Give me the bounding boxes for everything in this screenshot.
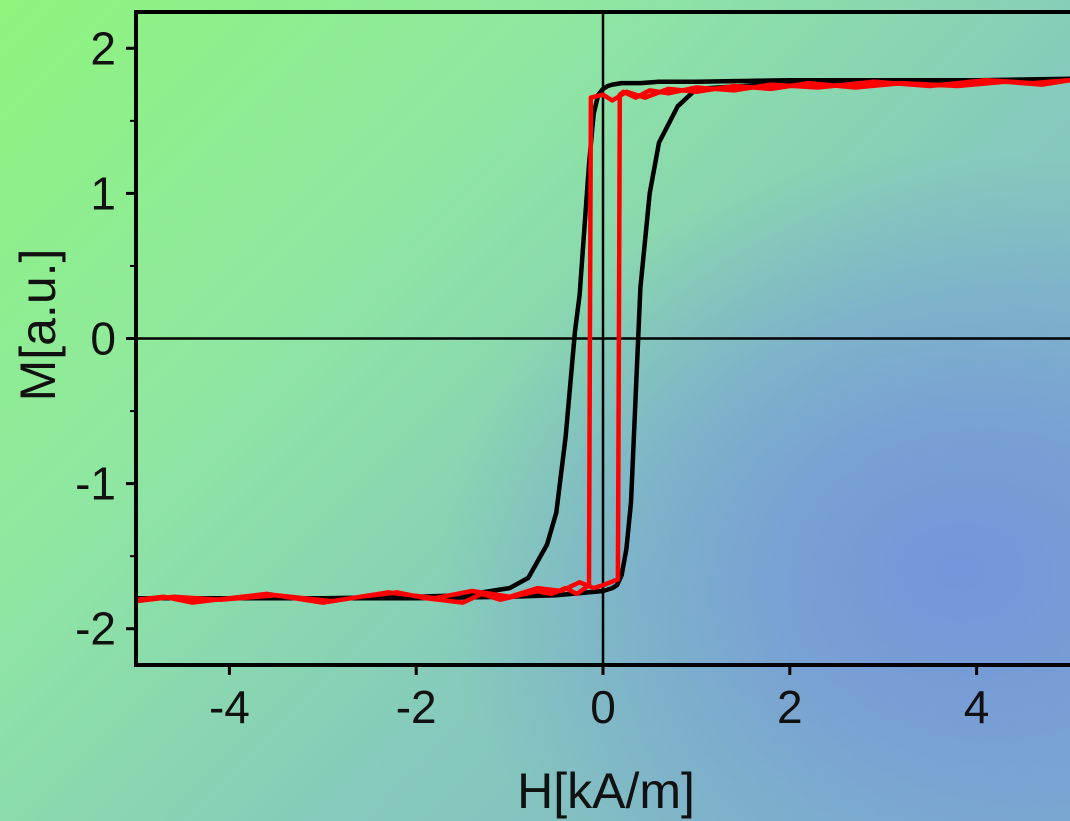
x-tick-label: 4 — [964, 681, 990, 733]
y-tick-label: -2 — [75, 603, 116, 655]
series-layer — [136, 76, 1070, 605]
y-tick-label: 1 — [90, 167, 116, 219]
y-axis-ticks: -2 -1 0 1 2 — [75, 22, 136, 655]
x-tick-label: -2 — [396, 681, 437, 733]
y-tick-label: 2 — [90, 22, 116, 74]
x-tick-label: 0 — [590, 681, 616, 733]
x-tick-label: -4 — [209, 681, 250, 733]
series-line-2 — [136, 77, 1070, 605]
y-tick-label: 0 — [90, 313, 116, 365]
x-axis-ticks: -4 -2 0 2 4 — [209, 665, 989, 733]
series-line-1 — [136, 76, 1070, 601]
x-tick-label: 2 — [777, 681, 803, 733]
y-axis-title: M[a.u.] — [10, 249, 66, 402]
x-axis-title: H[kA/m] — [517, 763, 695, 819]
y-tick-label: -1 — [75, 458, 116, 510]
zero-lines — [136, 12, 1070, 665]
